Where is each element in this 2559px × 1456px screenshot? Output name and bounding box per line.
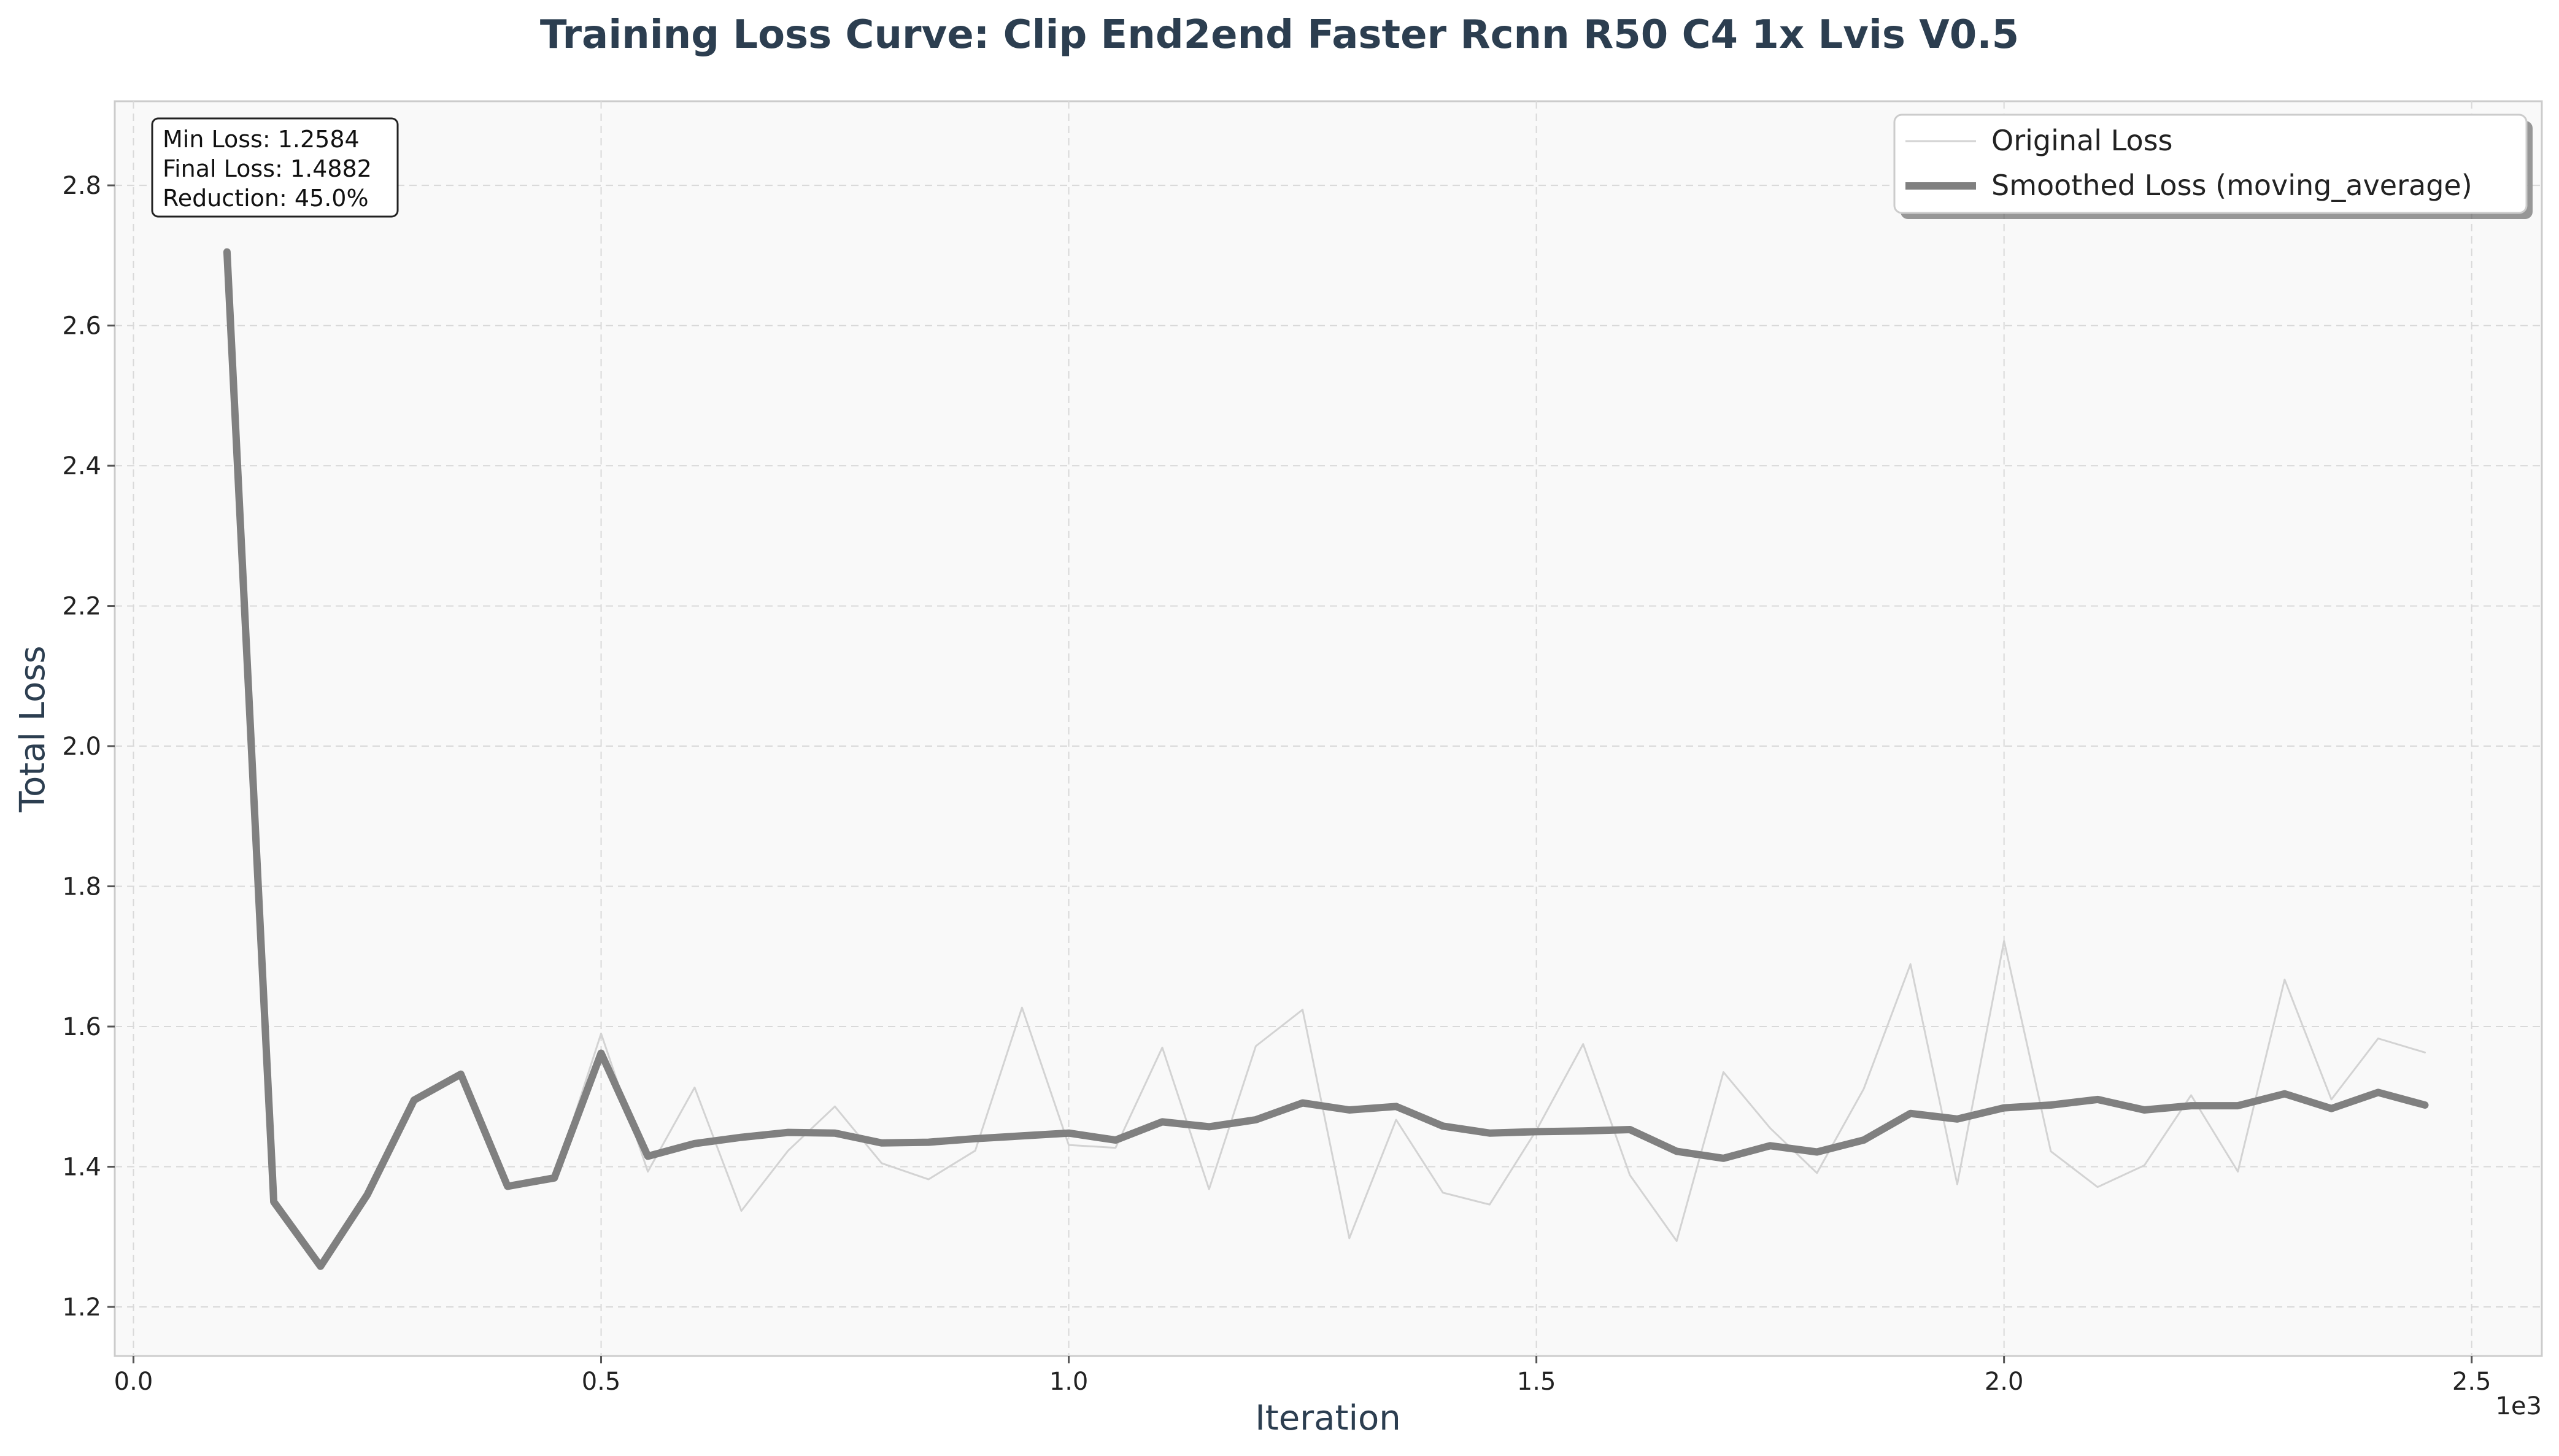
plot-area xyxy=(114,100,2543,1357)
original-loss-line xyxy=(226,251,2426,1268)
final-loss-stat: Final Loss: 1.4882 xyxy=(163,155,372,182)
y-tick-label: 2.4 xyxy=(62,452,101,480)
x-tick-label: 2.0 xyxy=(1985,1368,2024,1396)
x-tick-label: 2.5 xyxy=(2452,1368,2491,1396)
x-tick-label: 0.0 xyxy=(114,1368,153,1396)
legend-label-smoothed-loss: Smoothed Loss (moving_average) xyxy=(1991,169,2472,202)
x-axis-label: Iteration xyxy=(1255,1398,1401,1438)
min-loss-stat: Min Loss: 1.2584 xyxy=(163,126,360,153)
y-tick-label: 1.8 xyxy=(62,873,101,901)
y-tick-label: 2.0 xyxy=(62,733,101,761)
y-axis: 1.2 1.4 1.6 1.8 2.0 2.2 2.4 2.6 2.8 xyxy=(62,172,115,1322)
y-axis-label: Total Loss xyxy=(13,645,53,812)
stats-box: Min Loss: 1.2584 Final Loss: 1.4882 Redu… xyxy=(151,117,399,218)
y-tick-label: 2.6 xyxy=(62,312,101,341)
legend: Original Loss Smoothed Loss (moving_aver… xyxy=(1893,114,2533,219)
legend-label-original-loss: Original Loss xyxy=(1991,124,2173,157)
grid-lines xyxy=(115,101,2542,1356)
y-tick-label: 2.8 xyxy=(62,172,101,200)
y-tick-label: 1.2 xyxy=(62,1293,101,1322)
x-axis-offset-label: 1e3 xyxy=(2495,1392,2542,1420)
x-axis: 0.0 0.5 1.0 1.5 2.0 2.5 xyxy=(114,1356,2491,1396)
reduction-stat: Reduction: 45.0% xyxy=(163,185,369,212)
series-lines xyxy=(223,248,2429,1270)
chart-title: Training Loss Curve: Clip End2end Faster… xyxy=(540,12,2019,58)
x-tick-label: 0.5 xyxy=(582,1368,621,1396)
smoothed-loss-line xyxy=(223,248,2429,1270)
y-tick-label: 1.6 xyxy=(62,1013,101,1041)
x-tick-label: 1.0 xyxy=(1049,1368,1089,1396)
y-tick-label: 1.4 xyxy=(62,1154,101,1182)
y-tick-label: 2.2 xyxy=(62,593,101,621)
x-tick-label: 1.5 xyxy=(1517,1368,1556,1396)
